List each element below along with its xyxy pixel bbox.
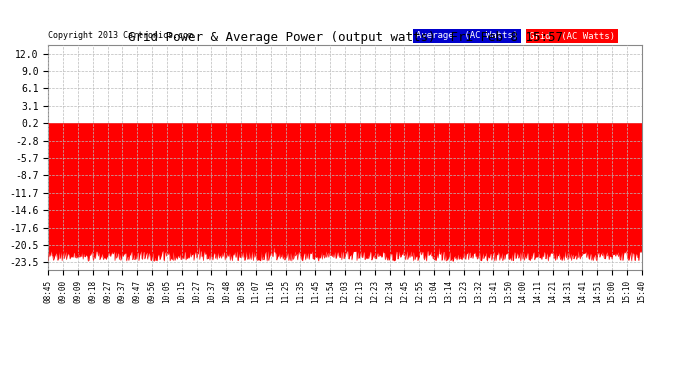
Text: Grid  (AC Watts): Grid (AC Watts): [529, 32, 615, 40]
Text: Average  (AC Watts): Average (AC Watts): [416, 32, 518, 40]
Title: Grid Power & Average Power (output watts)  Fri Feb 8 15:57: Grid Power & Average Power (output watts…: [128, 31, 562, 44]
Text: Copyright 2013 Cartronics.com: Copyright 2013 Cartronics.com: [48, 32, 193, 40]
